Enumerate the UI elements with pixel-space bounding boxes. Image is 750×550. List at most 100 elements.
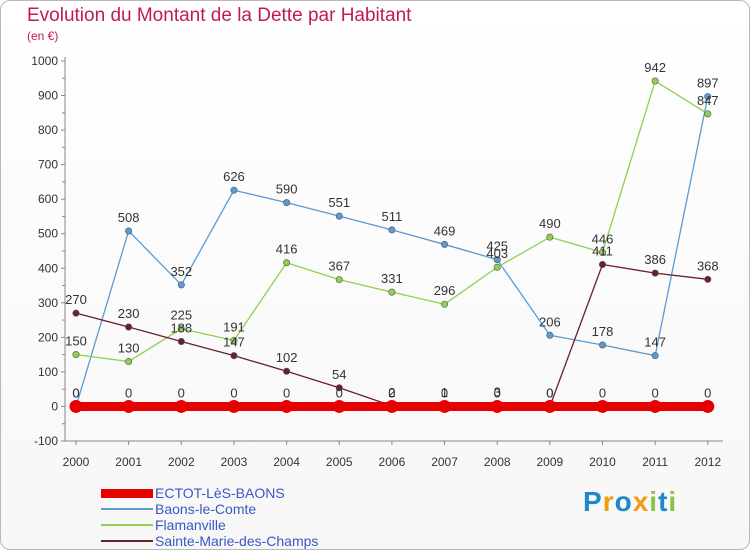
- y-tick-label: 900: [38, 89, 58, 103]
- y-tick-label: 200: [38, 330, 58, 344]
- data-point: [230, 186, 238, 194]
- data-point: [598, 341, 606, 349]
- data-label: 230: [118, 306, 140, 321]
- logo-letter: x: [632, 486, 650, 517]
- data-label: 416: [276, 242, 298, 257]
- legend-swatch: [101, 489, 153, 498]
- data-point: [493, 263, 501, 271]
- y-tick-label: -100: [34, 434, 58, 448]
- data-label: 551: [328, 195, 350, 210]
- data-label: 188: [170, 321, 192, 336]
- data-point: [493, 256, 501, 264]
- data-point: [651, 352, 659, 360]
- data-point: [280, 399, 294, 413]
- data-label: 150: [65, 334, 87, 349]
- data-point: [177, 281, 185, 289]
- y-tick-label: 1000: [31, 54, 58, 68]
- x-tick-label: 2011: [642, 455, 668, 469]
- data-label: 0: [72, 385, 79, 400]
- legend-swatch: [101, 540, 153, 542]
- data-label: 942: [644, 60, 666, 75]
- data-label: 446: [592, 231, 614, 246]
- x-tick-label: 2006: [379, 455, 406, 469]
- data-label: 897: [697, 76, 719, 91]
- x-tick-label: 2008: [484, 455, 511, 469]
- data-point: [335, 384, 343, 392]
- data-label: 147: [223, 335, 245, 350]
- data-point: [227, 399, 241, 413]
- data-point: [651, 77, 659, 85]
- data-point: [385, 399, 399, 413]
- data-point: [704, 110, 712, 118]
- data-point: [177, 338, 185, 346]
- data-label: 425: [486, 239, 508, 254]
- data-point: [546, 233, 554, 241]
- data-label: 206: [539, 314, 561, 329]
- data-point: [230, 336, 238, 344]
- data-point: [332, 399, 346, 413]
- logo-letter: r: [602, 486, 615, 517]
- data-point: [598, 248, 606, 256]
- legend-swatch: [101, 508, 153, 510]
- data-point: [283, 259, 291, 267]
- data-label: 0: [72, 385, 79, 400]
- data-label: 0: [388, 385, 395, 400]
- data-point: [441, 240, 449, 248]
- logo-letter: P: [583, 486, 603, 517]
- x-tick-label: 2007: [431, 455, 458, 469]
- data-label: 0: [336, 385, 343, 400]
- data-label: 0: [599, 385, 606, 400]
- data-point: [72, 351, 80, 359]
- data-point: [69, 399, 83, 413]
- data-point: [230, 352, 238, 360]
- data-label: 296: [434, 283, 456, 298]
- logo-letter: t: [658, 486, 669, 517]
- data-point: [122, 399, 136, 413]
- x-tick-label: 2005: [326, 455, 353, 469]
- y-tick-label: 100: [38, 365, 58, 379]
- data-point: [490, 399, 504, 413]
- legend-label: ECTOT-LèS-BAONS: [155, 485, 285, 501]
- data-label: 490: [539, 216, 561, 231]
- x-tick-label: 2012: [694, 455, 721, 469]
- data-point: [651, 269, 659, 277]
- data-label: 590: [276, 182, 298, 197]
- x-tick-label: 2004: [273, 455, 300, 469]
- data-point: [543, 399, 557, 413]
- proxiti-logo: Proxiti: [583, 486, 677, 518]
- x-tick-label: 2002: [168, 455, 195, 469]
- x-tick-label: 2003: [221, 455, 248, 469]
- data-point: [438, 399, 452, 413]
- data-label: 0: [230, 385, 237, 400]
- data-label: 1: [441, 385, 448, 400]
- data-label: 469: [434, 223, 456, 238]
- data-point: [283, 367, 291, 375]
- data-point: [388, 226, 396, 234]
- x-tick-label: 2001: [115, 455, 142, 469]
- y-tick-label: 800: [38, 123, 58, 137]
- data-label: 368: [697, 258, 719, 273]
- data-label: 411: [592, 243, 613, 258]
- y-tick-label: 400: [38, 261, 58, 275]
- legend-swatch: [101, 524, 153, 526]
- y-tick-label: 600: [38, 192, 58, 206]
- data-point: [598, 260, 606, 268]
- legend-label: Flamanville: [155, 517, 226, 533]
- data-point: [546, 331, 554, 339]
- data-label: 352: [170, 264, 192, 279]
- data-point: [125, 323, 133, 331]
- data-label: 386: [644, 252, 666, 267]
- x-tick-label: 2000: [63, 455, 90, 469]
- legend: ECTOT-LèS-BAONS Baons-le-Comte Flamanville…: [101, 485, 401, 549]
- data-point: [441, 300, 449, 308]
- x-tick-label: 2010: [589, 455, 616, 469]
- data-label: 0: [546, 385, 553, 400]
- data-label: 54: [332, 367, 346, 382]
- y-tick-label: 500: [38, 227, 58, 241]
- logo-letter: i: [668, 486, 678, 517]
- y-tick-label: 0: [51, 399, 58, 413]
- legend-item: Baons-le-Comte: [101, 501, 401, 517]
- data-label: 0: [441, 385, 448, 400]
- data-point: [174, 399, 188, 413]
